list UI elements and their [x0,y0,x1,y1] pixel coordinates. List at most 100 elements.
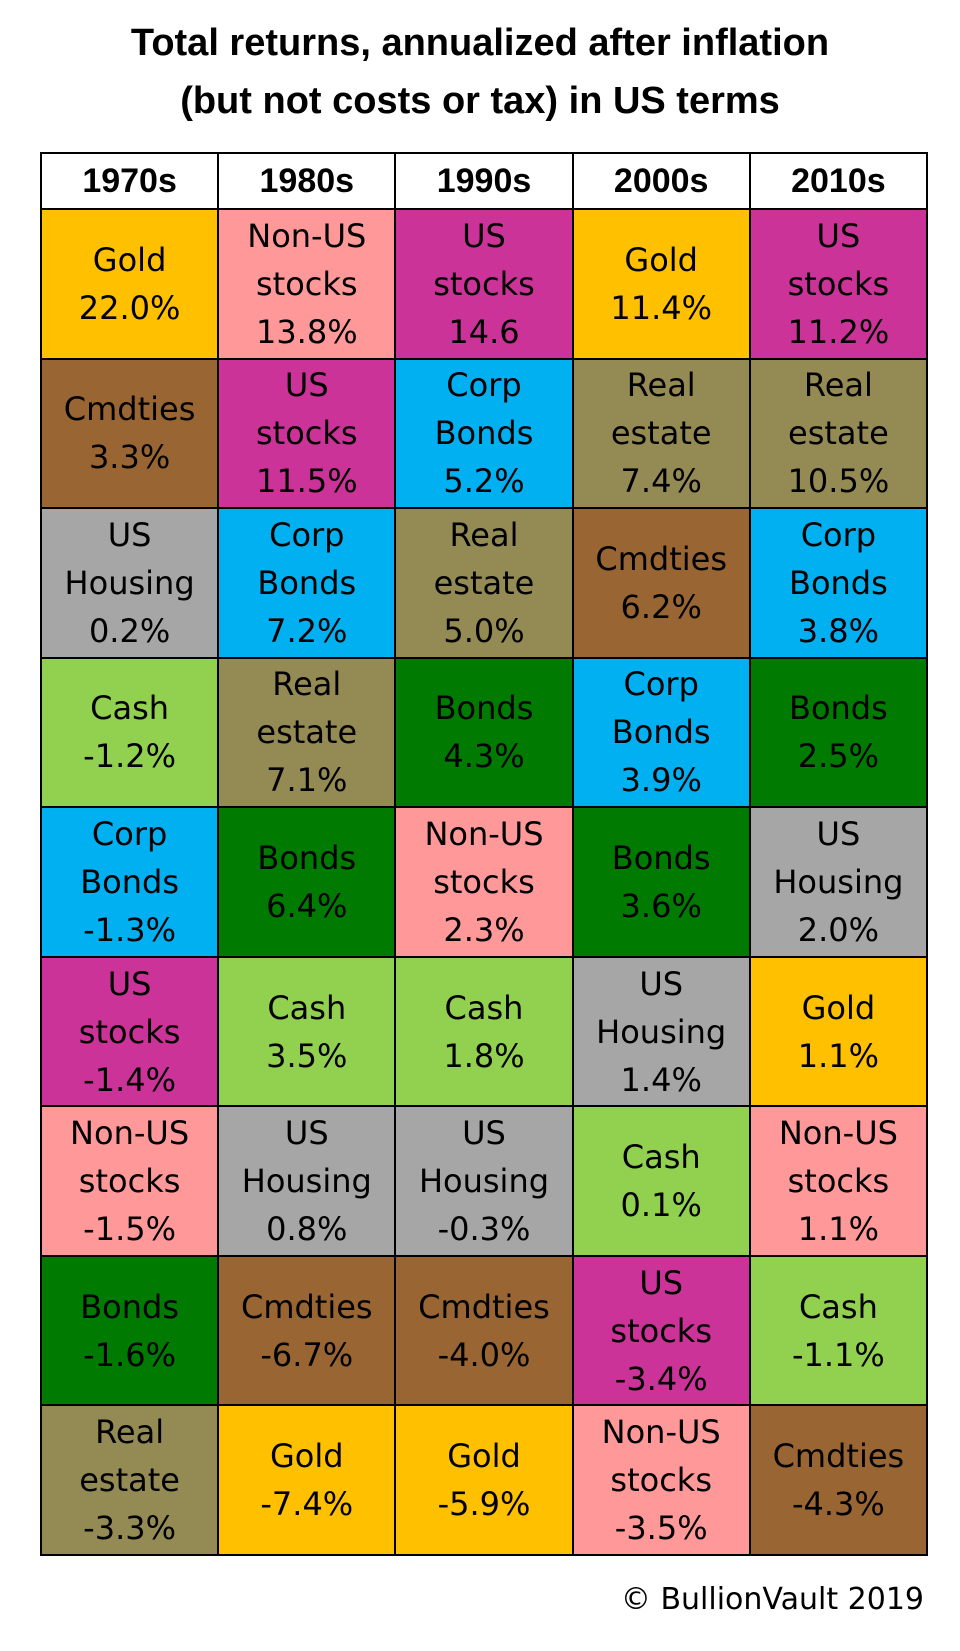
return-value: -6.7% [260,1335,354,1374]
return-cell-1980s-gold: Gold -7.4% [219,1406,395,1554]
return-value: -4.3% [791,1485,885,1524]
return-value: 4.3% [443,737,525,776]
asset-label: US [639,964,684,1003]
return-cell-1980s-cash: Cash 3.5% [219,957,395,1106]
asset-label: Real [449,515,519,554]
return-value: 5.0% [443,611,525,650]
asset-label: Bonds [257,838,357,877]
return-value: 1.1% [797,1210,880,1249]
asset-label: Bonds [434,689,534,728]
return-value: -0.3% [437,1210,531,1249]
asset-label: US [816,216,861,255]
return-cell-1970s-us-stocks: US stocks -1.4% [42,957,218,1106]
asset-label: Corp [91,814,168,853]
asset-label: stocks [787,264,890,303]
asset-label: Bonds [80,862,179,901]
asset-label: Real [803,366,873,405]
return-value: 1.1% [797,1036,880,1075]
chart-title-line-1: Total returns, annualized after inflatio… [130,22,830,64]
return-cell-1970s-real-estate: Real estate -3.3% [42,1406,218,1554]
asset-label: Bonds [611,838,711,877]
return-cell-2000s-bonds: Bonds 3.6% [573,808,749,956]
asset-label: US [462,1114,506,1153]
return-value: 2.0% [797,910,880,949]
return-value: 2.3% [443,910,525,949]
return-cell-1980s-us-housing: US Housing 0.8% [219,1107,395,1255]
return-cell-2010s-us-housing: US Housing 2.0% [750,808,926,956]
asset-label: Corp [800,515,877,554]
asset-label: Non-US [70,1114,190,1153]
return-value: 7.2% [266,611,348,650]
asset-label: Non-US [601,1413,721,1452]
asset-label: Bonds [611,713,711,752]
asset-label: US [284,1114,329,1153]
asset-label: stocks [433,264,535,303]
return-value: 6.4% [266,886,348,925]
asset-label: Bonds [434,414,534,453]
asset-label: stocks [78,1012,181,1051]
asset-label: Bonds [788,563,888,602]
asset-label: Cash [798,1287,878,1326]
return-cell-1980s-bonds: Bonds 6.4% [219,808,395,956]
return-value: -4.0% [437,1335,531,1374]
return-value: 0.2% [88,611,171,650]
return-value: 11.2% [787,312,890,351]
return-value: 14.6 [448,312,520,351]
return-cell-2010s-cash: Cash -1.1% [750,1256,926,1405]
return-cell-2010s-gold: Gold 1.1% [750,957,926,1106]
asset-label: estate [433,563,535,602]
asset-label: Corp [446,366,522,405]
asset-label: Cash [444,988,524,1027]
return-value: 13.8% [255,312,358,351]
asset-label: Housing [773,862,904,901]
asset-label: Housing [241,1162,372,1201]
returns-table: 1970s 1980s 1990s 2000s 2010s Gold 22.0% Non-US… [40,152,928,1556]
return-value: -5.9% [437,1485,531,1524]
asset-label: Cmdties [772,1437,905,1476]
asset-label: Real [626,366,696,405]
chart-title-line-2: (but not costs or tax) in US terms [180,80,780,122]
copyright-credit: © BullionVault 2019 [620,1582,924,1617]
return-value: 5.2% [443,462,525,501]
asset-label: stocks [433,862,535,901]
return-value: 10.5% [787,462,890,501]
return-cell-1990s-cash: Cash 1.8% [396,957,572,1106]
asset-label: stocks [787,1162,890,1201]
return-cell-1990s-us-housing: US Housing -0.3% [396,1107,572,1255]
asset-label: US [816,814,861,853]
return-cell-1990s-non-us-stocks: Non-US stocks 2.3% [396,808,572,956]
return-value: -1.1% [791,1335,885,1374]
chart-title: Total returns, annualized after inflatio… [0,14,960,130]
return-value: -3.4% [614,1359,708,1398]
asset-label: Bonds [80,1287,179,1326]
return-cell-1990s-bonds: Bonds 4.3% [396,658,572,807]
asset-label: Non-US [424,814,544,853]
asset-label: Gold [447,1437,521,1476]
return-value: -1.5% [83,1210,177,1249]
return-value: 3.6% [620,886,702,925]
return-cell-1980s-non-us-stocks: Non-US stocks 13.8% [219,210,395,358]
asset-label: stocks [255,264,358,303]
asset-label: Cmdties [240,1287,373,1326]
asset-label: Cmdties [595,539,727,578]
asset-label: US [107,515,152,554]
return-cell-2000s-corp-bonds: Corp Bonds 3.9% [573,658,749,807]
return-value: -1.6% [83,1335,177,1374]
asset-label: Housing [418,1162,550,1201]
return-value: 6.2% [620,587,702,626]
return-cell-1970s-gold: Gold 22.0% [42,210,218,358]
return-value: 0.1% [620,1186,702,1225]
decade-header-2010s: 2010s [750,154,926,208]
asset-label: estate [788,414,889,453]
asset-label: stocks [78,1162,181,1201]
return-cell-2010s-corp-bonds: Corp Bonds 3.8% [750,509,926,657]
return-value: 3.8% [797,611,880,650]
asset-label: estate [79,1461,180,1500]
return-cell-1970s-non-us-stocks: Non-US stocks -1.5% [42,1107,218,1255]
return-cell-1990s-cmdties: Cmdties -4.0% [396,1256,572,1405]
return-value: -1.4% [83,1060,177,1099]
return-cell-2010s-us-stocks: US stocks 11.2% [750,210,926,358]
asset-label: Gold [92,240,167,279]
asset-label: US [284,366,329,405]
asset-label: US [107,964,152,1003]
